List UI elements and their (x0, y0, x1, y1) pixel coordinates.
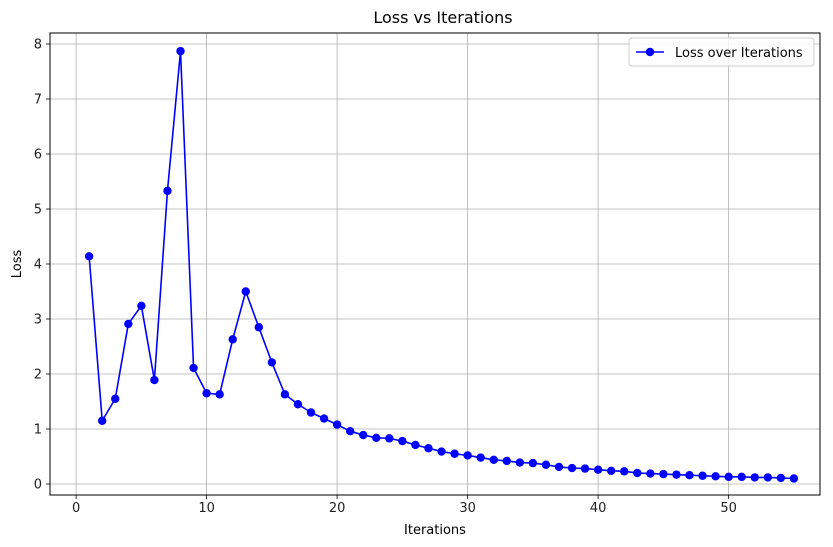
data-point (411, 440, 420, 450)
data-point (176, 46, 185, 56)
data-point (711, 472, 720, 481)
data-point (724, 472, 733, 482)
data-point (319, 414, 329, 423)
data-point (685, 471, 694, 480)
data-point (267, 358, 277, 367)
data-point (789, 474, 799, 483)
data-point (646, 469, 655, 478)
y-tick-label: 2 (34, 368, 42, 383)
data-point (450, 449, 459, 458)
y-tick-label: 0 (34, 478, 42, 493)
data-point (424, 444, 433, 453)
data-point (489, 455, 498, 464)
data-point (659, 469, 668, 479)
data-point (189, 363, 198, 373)
data-point (84, 252, 94, 261)
grid (50, 33, 820, 495)
y-tick-label: 5 (34, 203, 42, 218)
data-point (385, 434, 394, 443)
data-point (528, 458, 538, 468)
axis-ticks: 0 10 20 30 40 50 0 1 2 3 4 5 6 7 8 (34, 38, 737, 517)
legend-box (628, 37, 815, 67)
data-point (763, 473, 772, 482)
data-point (124, 319, 133, 329)
x-tick-label: 20 (329, 501, 346, 516)
data-point (567, 463, 577, 473)
data-point (698, 471, 707, 480)
data-point (541, 460, 551, 469)
data-point (620, 467, 629, 476)
data-point (215, 390, 224, 399)
legend-marker-sample (645, 47, 655, 57)
data-point (111, 394, 120, 403)
data-point (633, 468, 642, 478)
data-point (293, 400, 303, 409)
series-line (88, 50, 794, 480)
x-tick-label: 30 (459, 501, 476, 516)
x-tick-label: 0 (72, 501, 80, 516)
data-point (137, 301, 146, 310)
legend: Loss over Iterations (628, 37, 815, 67)
y-axis-label: Loss (10, 250, 25, 279)
y-tick-label: 8 (34, 38, 42, 53)
data-point (737, 472, 746, 482)
data-point (580, 464, 590, 473)
data-point (98, 416, 107, 425)
data-point (437, 447, 446, 456)
data-point (776, 473, 786, 483)
data-point (280, 390, 290, 399)
x-axis-label: Iterations (404, 523, 466, 538)
data-point (750, 473, 759, 482)
y-tick-label: 3 (34, 313, 42, 328)
data-point (463, 451, 472, 460)
data-point (150, 375, 159, 385)
y-tick-label: 7 (34, 93, 42, 108)
data-point (254, 323, 264, 332)
data-point (672, 470, 681, 479)
data-point (502, 456, 511, 466)
y-tick-label: 4 (34, 258, 42, 273)
data-point (345, 427, 355, 436)
data-point (372, 433, 381, 442)
data-point (476, 453, 485, 462)
data-point (359, 430, 368, 440)
x-tick-label: 40 (590, 501, 607, 516)
data-point (228, 335, 237, 344)
data-point (163, 186, 172, 196)
x-tick-label: 10 (198, 501, 215, 516)
data-point (332, 420, 342, 429)
data-point (306, 408, 316, 417)
chart-title: Loss vs Iterations (373, 8, 512, 27)
data-point (606, 466, 616, 475)
y-tick-label: 1 (34, 423, 42, 438)
data-point (202, 389, 211, 398)
x-tick-label: 50 (720, 501, 737, 516)
data-point (593, 465, 603, 474)
series-layer (84, 46, 799, 483)
data-point (554, 462, 564, 472)
data-point (241, 287, 250, 296)
data-point (515, 458, 525, 467)
legend-label: Loss over Iterations (675, 46, 803, 61)
y-tick-label: 6 (34, 148, 42, 163)
data-point (398, 436, 407, 446)
